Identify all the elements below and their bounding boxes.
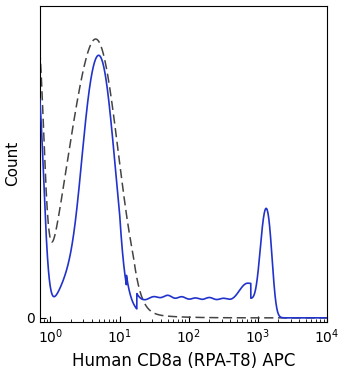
X-axis label: Human CD8a (RPA-T8) APC: Human CD8a (RPA-T8) APC <box>71 352 295 370</box>
Y-axis label: Count: Count <box>6 141 21 186</box>
